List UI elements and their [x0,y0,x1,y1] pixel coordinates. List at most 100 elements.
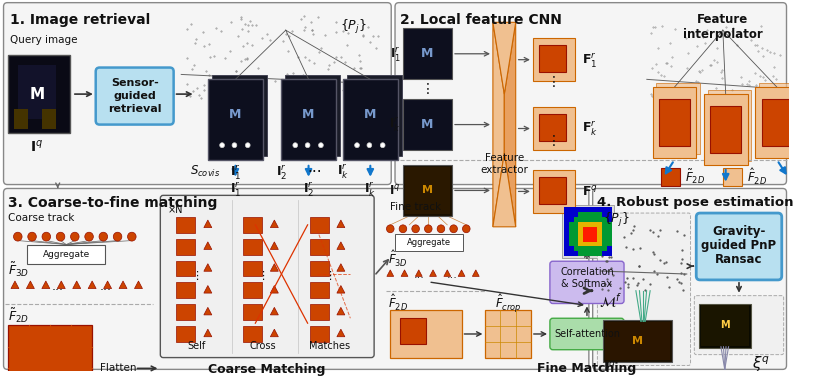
Circle shape [654,354,659,359]
Text: Cross: Cross [250,341,276,351]
Bar [603,251,607,256]
Text: ⋮: ⋮ [324,271,335,281]
Bar [593,212,598,217]
Bar [652,87,696,158]
Bar [177,326,196,342]
Bar [574,212,579,217]
Polygon shape [472,270,479,276]
Bar [181,12,385,165]
Polygon shape [337,285,344,293]
Polygon shape [271,264,278,271]
Circle shape [56,232,65,241]
Text: M: M [632,336,642,346]
Bar [574,227,579,232]
Bar [243,239,262,254]
Polygon shape [444,270,451,276]
Polygon shape [119,281,127,288]
Bar [243,282,262,298]
Bar [27,245,105,264]
Bar [657,83,700,154]
Circle shape [399,225,407,233]
Text: Feature
interpolator: Feature interpolator [683,14,763,41]
Polygon shape [271,285,278,293]
Text: $\mathbf{I}_k^r$: $\mathbf{I}_k^r$ [389,115,401,133]
Bar [574,232,579,237]
Text: $\mathcal{M}^f$: $\mathcal{M}^f$ [599,291,622,310]
Text: ...: ... [51,280,64,293]
Text: M: M [29,87,44,101]
Polygon shape [204,242,212,250]
Text: ...: ... [447,270,457,280]
Bar [607,207,612,212]
Polygon shape [271,307,278,315]
Polygon shape [407,329,413,335]
Polygon shape [430,270,437,276]
Bar [347,75,402,156]
Text: $\hat{F}_{2D}$: $\hat{F}_{2D}$ [747,167,767,187]
Bar [579,217,583,222]
Bar [593,247,598,251]
Bar [574,251,579,256]
Bar [603,217,607,222]
Text: $\hat{F}_{crop}$: $\hat{F}_{crop}$ [495,293,521,314]
Circle shape [113,232,122,241]
FancyBboxPatch shape [593,188,787,369]
Polygon shape [204,307,212,315]
Bar [598,247,603,251]
Polygon shape [415,270,422,276]
Text: guided: guided [114,91,156,101]
Circle shape [71,232,79,241]
Bar [607,247,612,251]
Bar [564,237,569,242]
Bar [395,234,463,251]
Bar [285,75,340,156]
Bar [14,109,28,129]
Text: M: M [229,108,242,121]
Bar [603,247,607,251]
Text: Aggregate: Aggregate [408,238,452,247]
Text: $\mathbf{I}^q$: $\mathbf{I}^q$ [30,138,43,154]
Bar [212,75,266,156]
Bar [583,251,588,256]
Bar [8,325,92,377]
Bar [400,318,427,344]
Text: Aggregate: Aggregate [42,250,90,259]
Bar [574,242,579,247]
Polygon shape [493,153,515,227]
Bar [583,222,588,227]
Text: Flatten: Flatten [100,363,136,373]
Bar [533,38,574,81]
Text: M: M [421,47,433,60]
Polygon shape [271,329,278,337]
Text: M: M [302,108,315,121]
Bar [579,242,583,247]
Text: $\mathbf{I}_2^r$: $\mathbf{I}_2^r$ [303,181,315,198]
Polygon shape [337,242,344,250]
Bar [699,303,751,348]
Bar [593,227,598,232]
Bar [540,45,566,72]
Text: $\mathbf{F}_k^r$: $\mathbf{F}_k^r$ [582,120,598,138]
Bar [607,227,612,232]
Bar [588,222,593,227]
Text: M: M [421,118,433,131]
Bar [659,99,690,146]
Polygon shape [493,22,515,94]
Polygon shape [42,281,50,288]
Bar [574,237,579,242]
Bar [603,207,607,212]
Bar [569,212,574,217]
Bar [583,247,588,251]
Bar [310,239,329,254]
Circle shape [437,225,445,233]
Polygon shape [493,22,505,227]
Bar [569,217,574,222]
Circle shape [380,143,385,148]
Text: $\mathbf{I}^q$: $\mathbf{I}^q$ [603,360,616,374]
Bar [564,251,569,256]
Circle shape [27,232,37,241]
Bar [569,242,574,247]
Text: ⋮: ⋮ [547,75,560,89]
Bar [569,237,574,242]
Bar [593,217,598,222]
